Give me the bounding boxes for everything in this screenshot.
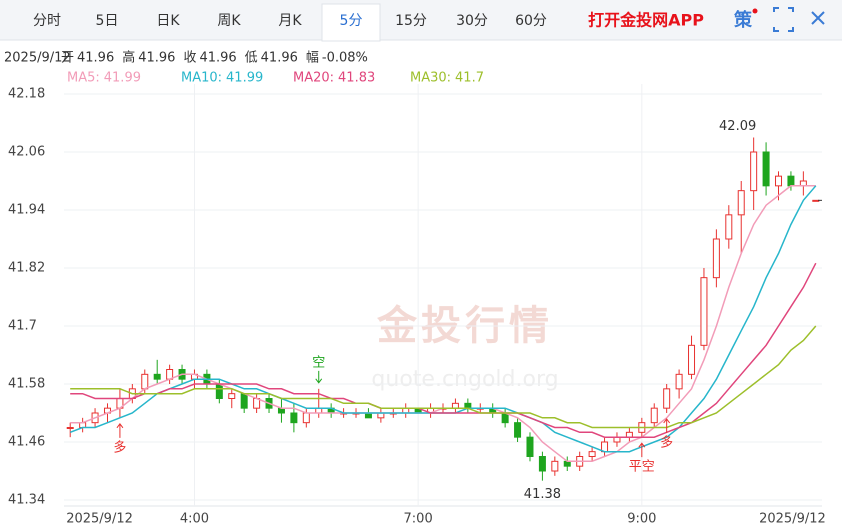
strategy-button[interactable]: 策: [734, 9, 753, 31]
info-label: 幅: [306, 51, 319, 66]
signal-arrow: [638, 442, 646, 458]
ma-line: [70, 325, 817, 429]
y-tick-label: 41.82: [8, 261, 45, 276]
signal-arrow: [315, 370, 323, 384]
y-tick-label: 41.58: [8, 377, 45, 392]
candle-body: [588, 451, 596, 457]
min-label: 41.38: [524, 487, 561, 502]
x-tick-label: 4:00: [180, 512, 209, 527]
candle-body: [302, 412, 310, 424]
tab[interactable]: 分时: [33, 13, 61, 29]
candle-body: [675, 373, 683, 390]
candle-body: [650, 407, 658, 424]
candle-body: [514, 422, 522, 438]
candle-body: [228, 393, 236, 399]
y-tick-label: 41.7: [8, 319, 37, 334]
candle-body: [215, 383, 223, 399]
candle-body: [290, 412, 298, 424]
tab-bar: [0, 0, 842, 40]
x-tick-label: 9:00: [627, 512, 656, 527]
tab[interactable]: 5日: [96, 13, 119, 29]
y-tick-label: 42.06: [8, 145, 45, 160]
candle-body: [563, 460, 571, 467]
info-value: 41.96: [77, 51, 114, 66]
legend-name: MA30:: [410, 71, 451, 86]
candle-body: [762, 151, 770, 187]
tab[interactable]: 60分: [515, 13, 547, 29]
max-label: 42.09: [719, 119, 756, 134]
fullscreen-icon[interactable]: [773, 7, 794, 32]
legend-value: 41.99: [226, 71, 263, 86]
legend-value: 41.7: [455, 71, 484, 86]
signal-arrow: [116, 422, 124, 438]
candle-body: [451, 402, 459, 409]
x-tick-label: 7:00: [404, 512, 433, 527]
candle-body: [737, 190, 745, 216]
active-tab-bg: [321, 3, 381, 42]
signal-label: 多: [113, 439, 126, 455]
legend-value: 41.99: [104, 71, 141, 86]
candle-body: [625, 431, 633, 438]
info-value: 41.96: [138, 51, 175, 66]
tab[interactable]: 15分: [395, 13, 427, 29]
y-tick-label: 41.34: [8, 493, 45, 508]
info-label: 开: [61, 51, 74, 66]
signal-arrow: [663, 418, 671, 433]
candle-body: [464, 402, 472, 409]
candle-body: [551, 460, 559, 472]
candle-body: [787, 175, 795, 187]
tab[interactable]: 5分: [340, 13, 363, 29]
signal-label: 多: [660, 435, 673, 451]
legend-name: MA20:: [293, 71, 334, 86]
info-label: 低: [245, 51, 258, 66]
legend-value: 41.83: [338, 71, 375, 86]
tab[interactable]: 月K: [278, 13, 302, 29]
y-tick-label: 41.94: [8, 203, 45, 218]
info-date: 2025/9/12: [4, 51, 71, 66]
promo[interactable]: 打开金投网APP: [588, 11, 704, 30]
candle-body: [688, 344, 696, 375]
candle-body: [66, 427, 74, 429]
close-icon[interactable]: [811, 11, 825, 25]
candle-body: [240, 393, 248, 409]
signal-label: 空: [312, 355, 325, 370]
x-tick-label: 2025/9/12: [66, 512, 133, 527]
info-value: -0.08%: [322, 51, 368, 66]
y-tick-label: 41.46: [8, 435, 45, 450]
candle-body: [663, 388, 671, 409]
candle-body: [153, 373, 161, 380]
tab[interactable]: 日K: [156, 13, 180, 29]
strategy-dot: [752, 8, 758, 14]
info-label: 收: [183, 51, 196, 66]
legend-name: MA5:: [67, 71, 100, 86]
watermark: quote.cngold.org: [371, 367, 558, 392]
x-tick-label: 2025/9/12: [759, 512, 826, 527]
y-tick-label: 42.18: [8, 87, 45, 102]
tab[interactable]: 周K: [217, 13, 241, 29]
info-value: 41.96: [199, 51, 236, 66]
candle-body: [712, 238, 720, 279]
candle-body: [812, 199, 820, 202]
candle-body: [526, 436, 534, 457]
candle-body: [538, 456, 546, 472]
candle-body: [141, 373, 149, 390]
signal-label: 平空: [629, 460, 655, 475]
candle-body: [700, 277, 708, 346]
info-value: 41.96: [261, 51, 298, 66]
legend-name: MA10:: [181, 71, 222, 86]
info-label: 高: [122, 50, 135, 66]
candle-body: [775, 175, 783, 187]
tab[interactable]: 30分: [456, 13, 488, 29]
candle-body: [750, 151, 758, 192]
candle-body: [725, 214, 733, 240]
